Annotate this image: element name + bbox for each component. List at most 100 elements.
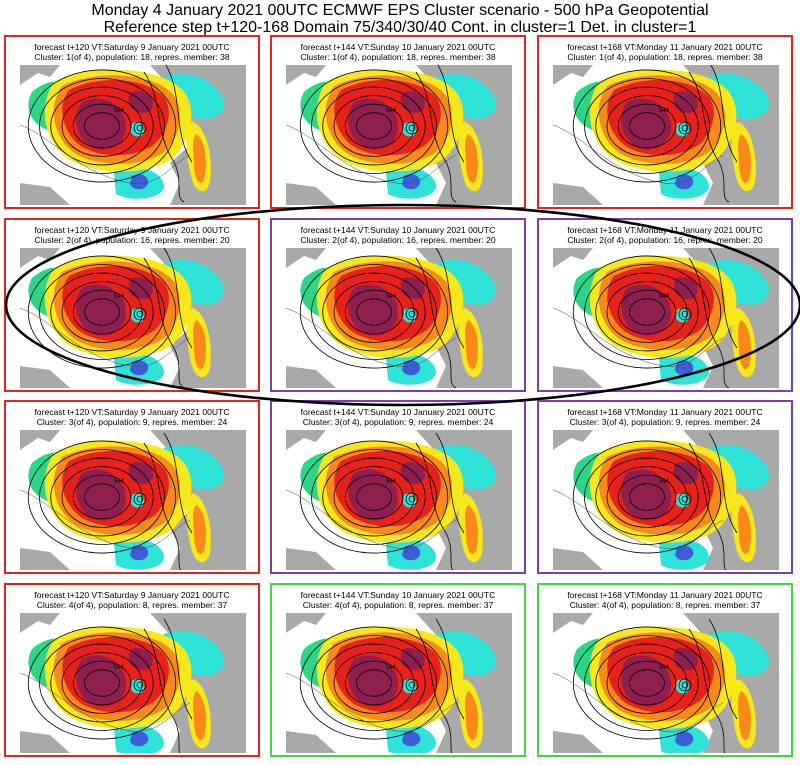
coastline [20, 124, 191, 184]
coastline [286, 124, 457, 184]
anomaly-region [705, 444, 770, 490]
chart-subtitle: Reference step t+120-168 Domain 75/340/3… [103, 19, 697, 36]
panel-forecast-label: forecast t+144 VT:Sunday 10 January 2021… [300, 42, 496, 52]
contour-label: 544 [386, 108, 397, 114]
panel-forecast-label: forecast t+168 VT:Monday 11 January 2021… [567, 42, 763, 52]
anomaly-region [465, 691, 479, 741]
coastline [20, 672, 191, 732]
anomaly-region [348, 98, 399, 150]
contour-label: 544 [659, 665, 670, 671]
chart-title: Monday 4 January 2021 00UTC ECMWF EPS Cl… [91, 2, 709, 19]
anomaly-region [465, 505, 479, 555]
anomaly-region [465, 134, 479, 184]
coastline [286, 489, 457, 549]
cluster-panel: forecast t+144 VT:Sunday 10 January 2021… [270, 218, 526, 392]
panel-cluster-label: Cluster: 3(of 4), population: 9, repres.… [569, 417, 761, 427]
panel-cluster-label: Cluster: 4(of 4), population: 8, repres.… [302, 600, 494, 610]
cluster-panel: forecast t+120 VT:Saturday 9 January 202… [4, 400, 260, 574]
panel-forecast-label: forecast t+168 VT:Monday 11 January 2021… [567, 225, 763, 235]
coastline [553, 124, 724, 184]
geopotential-map: 544 [286, 65, 512, 205]
contour-label: 544 [114, 294, 125, 300]
contour-lines [299, 65, 465, 203]
contour-lines [27, 618, 193, 753]
panel-cluster-label: Cluster: 1(of 4), population: 18, repres… [34, 52, 230, 62]
anomaly-region [738, 691, 752, 741]
panel-cluster-label: Cluster: 3(of 4), population: 9, repres.… [36, 417, 228, 427]
anomaly-region [675, 545, 694, 561]
anomaly-region [160, 630, 225, 676]
panel-cluster-label: Cluster: 4(of 4), population: 8, repres.… [569, 600, 761, 610]
panel-cluster-label: Cluster: 4(of 4), population: 8, repres.… [36, 600, 228, 610]
panel-cluster-label: Cluster: 2(of 4), population: 16, repres… [34, 235, 230, 245]
cluster-panel: forecast t+144 VT:Sunday 10 January 2021… [270, 400, 526, 574]
cluster-panel: forecast t+120 VT:Saturday 9 January 202… [4, 35, 260, 209]
panel-cluster-label: Cluster: 1(of 4), population: 18, repres… [300, 52, 496, 62]
anomaly-region [76, 655, 127, 707]
anomaly-region [348, 655, 399, 707]
anomaly-region [130, 174, 149, 190]
geopotential-map: 544 [553, 65, 779, 205]
cluster-panel: forecast t+168 VT:Monday 11 January 2021… [537, 400, 793, 574]
coastline [553, 672, 724, 732]
anomaly-region [160, 444, 225, 490]
cluster-panel: forecast t+120 VT:Saturday 9 January 202… [4, 583, 260, 757]
cluster-panel: forecast t+168 VT:Monday 11 January 2021… [537, 583, 793, 757]
geopotential-map: 544 [20, 248, 246, 388]
anomaly-region [621, 98, 672, 150]
panel-forecast-label: forecast t+120 VT:Saturday 9 January 202… [34, 590, 230, 600]
contour-label: 544 [386, 479, 397, 485]
cluster-panel: forecast t+144 VT:Sunday 10 January 2021… [270, 35, 526, 209]
panel-forecast-label: forecast t+144 VT:Sunday 10 January 2021… [300, 590, 496, 600]
anomaly-region [432, 73, 497, 119]
panel-forecast-label: forecast t+120 VT:Saturday 9 January 202… [34, 42, 230, 52]
anomaly-region [130, 360, 149, 376]
anomaly-region [432, 630, 497, 676]
geopotential-map: 544 [20, 613, 246, 753]
geopotential-map: 544 [553, 248, 779, 388]
contour-label: 544 [114, 479, 125, 485]
cluster-panel: forecast t+144 VT:Sunday 10 January 2021… [270, 583, 526, 757]
contour-label: 544 [114, 108, 125, 114]
panel-cluster-label: Cluster: 2(of 4), population: 16, repres… [567, 235, 763, 245]
contour-lines [572, 618, 738, 753]
contour-label: 544 [386, 294, 397, 300]
geopotential-map: 544 [286, 613, 512, 753]
anomaly-region [621, 655, 672, 707]
anomaly-region [130, 545, 149, 561]
anomaly-region [738, 505, 752, 555]
contour-label: 544 [114, 665, 125, 671]
panel-forecast-label: forecast t+120 VT:Saturday 9 January 202… [34, 407, 230, 417]
geopotential-map: 544 [553, 430, 779, 570]
coastline [20, 489, 191, 549]
anomaly-region [675, 360, 694, 376]
cluster-panel: forecast t+168 VT:Monday 11 January 2021… [537, 218, 793, 392]
anomaly-region [402, 731, 421, 747]
geopotential-map: 544 [286, 248, 512, 388]
anomaly-region [402, 360, 421, 376]
panel-cluster-label: Cluster: 1(of 4), population: 18, repres… [567, 52, 763, 62]
contour-lines [299, 432, 465, 570]
anomaly-region [348, 469, 399, 521]
contour-lines [572, 432, 738, 570]
coastline [286, 672, 457, 732]
anomaly-region [675, 174, 694, 190]
contour-lines [299, 618, 465, 753]
anomaly-region [193, 505, 207, 555]
anomaly-region [621, 469, 672, 521]
panel-forecast-label: forecast t+120 VT:Saturday 9 January 202… [34, 225, 230, 235]
contour-label: 544 [386, 665, 397, 671]
anomaly-region [675, 731, 694, 747]
geopotential-map: 544 [20, 65, 246, 205]
cluster-panel: forecast t+168 VT:Monday 11 January 2021… [537, 35, 793, 209]
panel-cluster-label: Cluster: 2(of 4), population: 16, repres… [300, 235, 496, 245]
contour-label: 544 [659, 479, 670, 485]
panel-forecast-label: forecast t+144 VT:Sunday 10 January 2021… [300, 225, 496, 235]
anomaly-region [76, 98, 127, 150]
contour-lines [572, 65, 738, 203]
panel-forecast-label: forecast t+168 VT:Monday 11 January 2021… [567, 590, 763, 600]
contour-label: 544 [659, 294, 670, 300]
anomaly-region [160, 73, 225, 119]
anomaly-region [76, 469, 127, 521]
anomaly-region [705, 73, 770, 119]
